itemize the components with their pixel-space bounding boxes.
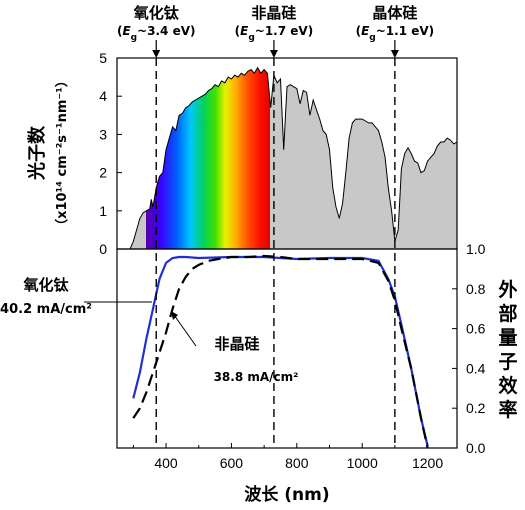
spectrum-y-tick-label: 5 <box>99 50 107 66</box>
eqe-y-ticks: 0.0 0.2 0.4 0.6 0.8 1.0 <box>452 241 486 456</box>
eqe-y-label-char: 率 <box>498 398 517 421</box>
eqe-y-tick-label: 0.0 <box>466 440 486 456</box>
asi-pointer-arrowhead <box>171 311 178 320</box>
x-tick-label: 800 <box>285 455 309 471</box>
eqe-y-tick-label: 0.8 <box>466 281 486 297</box>
marker-name: 非晶硅 <box>251 4 296 22</box>
spectrum-y-tick-label: 4 <box>99 88 107 104</box>
spectrum-panel: 0 1 2 3 4 5 <box>99 50 458 257</box>
asi-annotation-current: 38.8 mA/cm² <box>214 370 299 384</box>
x-tick-label: 400 <box>154 455 178 471</box>
x-tick-label: 1200 <box>412 455 443 471</box>
marker-bandgap: (Eg~1.1 eV) <box>356 24 435 43</box>
eqe-y-tick-label: 0.4 <box>466 360 486 376</box>
eqe-y-label-char: 部 <box>498 302 517 325</box>
bandgap-markers: 氧化钛 (Eg~3.4 eV) 非晶硅 (Eg~1.7 eV) 晶体硅 (Eg~1.1 e… <box>117 4 434 448</box>
tio2-annotation: 氧化钛 40.2 mA/cm² <box>0 276 152 317</box>
spectrum-y-label-main: 光子数 <box>26 125 48 181</box>
marker-arrowhead <box>390 50 399 58</box>
marker-arrowhead <box>269 50 278 58</box>
eqe-y-tick-label: 1.0 <box>466 241 486 257</box>
asi-pointer-line <box>173 314 197 347</box>
tio2-annotation-name: 氧化钛 <box>22 276 69 294</box>
marker-bandgap: (Eg~3.4 eV) <box>117 24 196 43</box>
bandgap-marker: 氧化钛 (Eg~3.4 eV) <box>117 4 196 448</box>
eqe-y-tick-label: 0.2 <box>466 400 486 416</box>
eqe-curve-tio2 <box>132 255 429 447</box>
marker-name: 晶体硅 <box>372 4 417 22</box>
eqe-y-label-char: 量 <box>498 327 517 349</box>
eqe-curve-asi <box>132 254 429 449</box>
eqe-y-label-char: 效 <box>498 374 517 397</box>
spectrum-y-tick-label: 0 <box>99 241 107 257</box>
x-axis-label: 波长 (nm) <box>244 484 329 505</box>
eqe-y-tick-label: 0.6 <box>466 321 486 337</box>
eqe-y-label-char: 子 <box>498 351 517 373</box>
bandgap-marker: 非晶硅 (Eg~1.7 eV) <box>235 4 314 448</box>
spectrum-outline <box>129 66 457 249</box>
spectrum-y-tick-label: 2 <box>99 165 107 181</box>
x-tick-label: 1000 <box>347 455 378 471</box>
x-tick-label: 600 <box>220 455 244 471</box>
eqe-y-label-char: 外 <box>498 278 517 301</box>
bandgap-marker: 晶体硅 (Eg~1.1 eV) <box>356 4 435 448</box>
spectrum-y-tick-label: 1 <box>99 203 107 219</box>
asi-annotation-name: 非晶硅 <box>214 335 259 353</box>
marker-arrowhead <box>152 50 161 58</box>
asi-annotation: 非晶硅 38.8 mA/cm² <box>171 311 298 384</box>
spectrum-y-tick-label: 3 <box>99 126 107 142</box>
tio2-annotation-current: 40.2 mA/cm² <box>0 302 92 317</box>
eqe-panel: 400 600 800 1000 1200 0.0 0.2 0.4 0.6 0.8 1.0 <box>116 241 486 471</box>
spectrum-y-label-unit: （x10¹⁴ cm⁻²s⁻¹nm⁻¹） <box>54 74 70 232</box>
marker-name: 氧化钛 <box>133 4 180 22</box>
spectrum-area-visible <box>146 67 270 249</box>
eqe-plot-frame <box>116 248 458 449</box>
spectrum-y-label: 光子数 （x10¹⁴ cm⁻²s⁻¹nm⁻¹） <box>26 74 70 232</box>
eqe-x-ticks: 400 600 800 1000 1200 <box>132 443 443 471</box>
marker-bandgap: (Eg~1.7 eV) <box>235 24 314 43</box>
spectrum-y-ticks: 0 1 2 3 4 5 <box>99 50 122 257</box>
